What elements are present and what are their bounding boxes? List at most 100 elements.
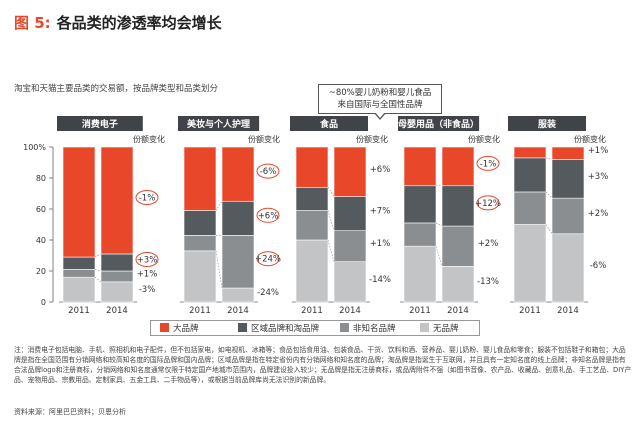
- change-value-label: +3%: [588, 172, 609, 182]
- panel-header-label: 母婴用品（非食品）: [398, 118, 479, 130]
- callout-line-1: ~80%婴儿奶粉和婴儿食品: [328, 88, 432, 98]
- bar-segment-big: [441, 146, 475, 187]
- segment-connector: [545, 224, 553, 234]
- y-tick-label: 0: [41, 298, 46, 307]
- x-tick-label: 2011: [301, 306, 323, 316]
- segment-connector: [94, 276, 102, 283]
- bar-segment-unknown: [62, 269, 96, 278]
- highlight-circle: [476, 195, 500, 211]
- change-value-label: +1%: [370, 239, 391, 249]
- change-value-label: +6%: [370, 165, 391, 175]
- legend-swatch-unknown: [340, 323, 349, 332]
- x-tick-label: 2014: [227, 306, 249, 316]
- x-tick-label: 2011: [189, 306, 211, 316]
- change-value-label: +6%: [258, 211, 279, 221]
- bar-segment-unknown: [403, 222, 437, 247]
- callout-arrow-icon: [374, 112, 386, 120]
- figure-title-text: 各品类的渗透率均会增长: [56, 14, 222, 32]
- callout-box: ~80%婴儿奶粉和婴儿食品 来自国际与全国性品牌: [318, 84, 442, 114]
- bar-segment-none: [441, 266, 475, 303]
- bar-segment-big: [100, 146, 134, 255]
- x-tick-label: 2011: [68, 306, 90, 316]
- bar-segment-none: [403, 245, 437, 303]
- change-value-label: +2%: [478, 239, 499, 249]
- bar-segment-regional: [551, 159, 585, 199]
- bar-segment-none: [62, 276, 96, 303]
- segment-connector: [545, 157, 553, 160]
- bar-segment-none: [183, 250, 217, 303]
- segment-connector: [545, 191, 553, 199]
- bar-segment-regional: [221, 200, 255, 236]
- bar-segment-regional: [295, 187, 329, 211]
- source-note: 资料来源：阿里巴巴资料；贝恩分析: [14, 408, 126, 416]
- segment-connector: [327, 210, 335, 231]
- segment-connector: [215, 250, 223, 289]
- segment-connector: [94, 269, 102, 272]
- segment-connector: [215, 201, 223, 211]
- bar-segment-unknown: [551, 197, 585, 235]
- change-header-label: 份额变化: [574, 134, 606, 144]
- panel-header-label: 服装: [538, 118, 557, 130]
- bar-segment-big: [295, 146, 329, 188]
- change-value-label: -1%: [480, 159, 497, 169]
- bar-segment-regional: [441, 185, 475, 227]
- panel-header: [57, 116, 143, 131]
- change-value-label: -3%: [139, 285, 156, 295]
- figure-title: 图 5: 各品类的渗透率均会增长: [14, 12, 222, 33]
- change-value-label: +12%: [475, 199, 501, 209]
- bar-segment-unknown: [441, 225, 475, 267]
- bar-segment-unknown: [221, 235, 255, 289]
- change-value-label: +1%: [137, 269, 158, 279]
- segment-connector: [94, 253, 102, 258]
- bar-segment-none: [295, 239, 329, 303]
- legend-label-unknown: 非知名品牌: [353, 323, 396, 334]
- bar-segment-unknown: [183, 235, 217, 252]
- bar-segment-big: [62, 146, 96, 258]
- bar-segment-big: [513, 146, 547, 159]
- bar-segment-none: [221, 287, 255, 303]
- highlight-circle: [135, 251, 159, 267]
- change-value-label: +3%: [137, 255, 158, 265]
- change-value-label: -6%: [260, 167, 277, 177]
- change-value-label: -6%: [590, 261, 607, 271]
- legend-swatch-none: [420, 323, 429, 332]
- change-header-label: 份额变化: [468, 134, 500, 144]
- bar-segment-regional: [333, 196, 367, 232]
- panel-header: [290, 116, 368, 131]
- panel-header-label: 食品: [319, 118, 338, 130]
- bar-segment-regional: [62, 256, 96, 270]
- change-header-label: 份额变化: [133, 134, 165, 144]
- y-tick-label: 40: [36, 236, 46, 245]
- x-tick-label: 2014: [557, 306, 579, 316]
- bar-segment-big: [333, 146, 367, 197]
- change-value-label: +2%: [588, 209, 609, 219]
- change-value-label: -1%: [139, 193, 156, 203]
- highlight-circle: [476, 155, 500, 171]
- bar-segment-none: [513, 224, 547, 303]
- segment-connector: [435, 246, 443, 267]
- legend-swatch-regional: [238, 323, 247, 332]
- change-header-label: 份额变化: [356, 134, 388, 144]
- bar-segment-regional: [513, 157, 547, 193]
- x-tick-label: 2014: [106, 306, 128, 316]
- bar-segment-big: [183, 146, 217, 211]
- segment-connector: [435, 222, 443, 227]
- panel-header-label: 消费电子: [82, 118, 118, 130]
- highlight-circle: [256, 163, 280, 179]
- legend-swatch-big: [160, 323, 169, 332]
- bar-segment-big: [403, 146, 437, 187]
- y-tick-label: 80: [36, 174, 46, 183]
- highlight-circle: [135, 189, 159, 205]
- x-tick-label: 2011: [519, 306, 541, 316]
- y-tick-label: 20: [36, 267, 46, 276]
- x-tick-label: 2014: [447, 306, 469, 316]
- chart-subtitle: 淘宝和天猫主要品类的交易额，按品牌类型和品类划分: [14, 84, 219, 94]
- x-tick-label: 2011: [409, 306, 431, 316]
- y-tick-label: 60: [36, 205, 46, 214]
- highlight-circle: [256, 251, 280, 267]
- segment-connector: [327, 239, 335, 262]
- legend-label-none: 无品牌: [433, 323, 459, 334]
- change-value-label: -13%: [477, 277, 499, 287]
- bar-segment-unknown: [513, 191, 547, 225]
